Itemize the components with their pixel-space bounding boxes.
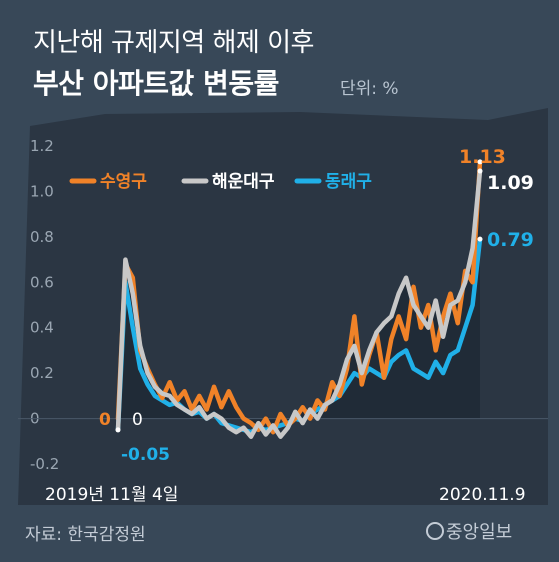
start-point xyxy=(115,427,121,433)
x-end-label: 2020.11.9 xyxy=(439,485,526,505)
x-axis: 2019년 11월 4일 2020.11.9 xyxy=(45,485,526,505)
end-point-2 xyxy=(477,236,483,242)
start-label-haeundae: 0 xyxy=(132,410,143,430)
y-tick-label: 1.2 xyxy=(30,137,54,155)
y-tick-label: 0.2 xyxy=(30,364,54,382)
brand-logo: 중앙일보 xyxy=(426,518,512,544)
series-layer xyxy=(115,159,483,439)
y-tick-label: 1.0 xyxy=(30,182,54,200)
source-credit: 자료: 한국감정원 xyxy=(25,525,146,545)
end-label-suyeong: 1.13 xyxy=(459,146,506,168)
y-axis: 1.2 1.0 0.8 0.6 0.4 0.2 0 -0.2 xyxy=(18,137,548,473)
end-point-1 xyxy=(477,168,483,174)
end-label-dongnae: 0.79 xyxy=(487,229,534,251)
title-line-1: 지난해 규제지역 해제 이후 xyxy=(33,28,314,58)
chart-title: 부산 아파트값 변동률 xyxy=(33,67,279,100)
legend: 수영구 해운대구 동래구 xyxy=(69,172,372,192)
y-tick-label: 0.4 xyxy=(30,319,54,337)
start-label-suyeong: 0 xyxy=(99,410,111,430)
start-label-dongnae: -0.05 xyxy=(121,445,170,465)
legend-label-1: 해운대구 xyxy=(212,172,275,192)
y-tick-label: 0.8 xyxy=(30,228,54,246)
end-point-0 xyxy=(477,159,483,165)
data-labels: 0 0 -0.05 1.13 1.09 0.79 xyxy=(99,146,534,465)
end-label-haeundae: 1.09 xyxy=(487,172,534,194)
brand-circle-icon xyxy=(426,522,444,540)
unit-label: 단위: % xyxy=(340,79,399,99)
legend-label-0: 수영구 xyxy=(100,172,147,192)
y-tick-label: 0.6 xyxy=(30,273,54,291)
brand-name: 중앙일보 xyxy=(446,522,513,543)
series-line-1 xyxy=(115,168,483,439)
y-tick-label: -0.2 xyxy=(30,455,59,473)
series-line-0 xyxy=(115,159,483,435)
legend-label-2: 동래구 xyxy=(325,172,372,192)
x-start-label: 2019년 11월 4일 xyxy=(45,485,178,505)
